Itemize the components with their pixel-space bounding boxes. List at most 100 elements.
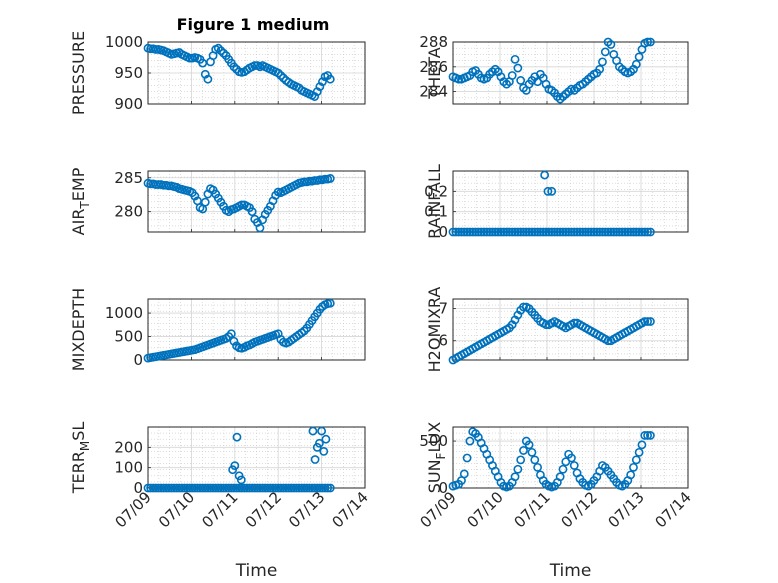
- sunflux-x-axis-label: Time: [549, 561, 592, 581]
- rainfall-data-point: [595, 227, 605, 237]
- rainfall-data-point: [499, 227, 509, 237]
- theta-y-tick-label: 288: [419, 33, 448, 51]
- air-temp-data-point: [255, 223, 265, 233]
- sunflux-axes-box: [452, 426, 689, 489]
- sunflux-panel: 07/09 07/10 07/11 07/12 07/13 07/140500SUNFLU…: [417, 422, 695, 581]
- sunflux-data-point: [510, 472, 520, 482]
- rainfall-y-axis-label: RAINFALL: [425, 164, 444, 239]
- rainfall-data-point: [629, 227, 638, 237]
- rainfall-data-point: [589, 227, 599, 237]
- sunflux-data-point: [527, 447, 537, 457]
- terr-msl-x-tick-label: 07/11: [198, 488, 241, 531]
- h2omixra-data-point: [603, 336, 613, 346]
- theta-data-point: [600, 47, 610, 57]
- sunflux-data-point: [646, 431, 655, 440]
- air-temp-data-point: [190, 191, 200, 201]
- sunflux-y-tick-label: 500: [419, 432, 448, 450]
- pressure-panel: 900 950 1000 PRESSURE: [69, 31, 366, 115]
- pressure-data-point: [325, 74, 335, 84]
- sunflux-data-point: [629, 462, 638, 472]
- terr-msl-x-tick-label: 07/10: [155, 488, 198, 531]
- rainfall-data-point: [457, 227, 466, 237]
- sunflux-y-axis-label: SUNFLUX: [425, 422, 448, 494]
- terr-msl-y-tick-label: 100: [114, 459, 143, 477]
- sunflux-data-point: [569, 461, 579, 470]
- rainfall-data-point: [547, 186, 557, 196]
- terr-msl-y-tick-label: 200: [114, 438, 143, 456]
- pressure-data-point: [213, 43, 223, 53]
- rainfall-data-point: [552, 227, 562, 237]
- terr-msl-data-point: [310, 455, 320, 464]
- theta-data-point: [631, 59, 641, 69]
- rainfall-data-point: [626, 227, 636, 237]
- terr-msl-data-point: [308, 426, 318, 436]
- sunflux-data-point: [558, 464, 568, 474]
- mixdepth-y-tick-label: 0: [133, 351, 143, 369]
- rainfall-data-point: [536, 227, 545, 237]
- pressure-data-point: [276, 71, 286, 80]
- rainfall-data-point: [572, 227, 582, 237]
- rainfall-data-point: [578, 227, 588, 237]
- terr-msl-data-point: [323, 483, 333, 493]
- pressure-data-point: [219, 48, 228, 58]
- rainfall-data-point: [448, 227, 458, 237]
- rainfall-data-point: [612, 227, 621, 237]
- air-temp-data-point: [325, 174, 335, 183]
- sunflux-data-point: [465, 436, 475, 446]
- rainfall-data-point: [471, 227, 480, 237]
- pressure-y-tick-label: 950: [114, 64, 143, 82]
- rainfall-data-point: [502, 227, 511, 237]
- rainfall-data-point: [575, 227, 585, 237]
- rainfall-data-point: [634, 227, 644, 237]
- mixdepth-data-point: [325, 298, 335, 308]
- rainfall-data-point: [540, 170, 550, 180]
- rainfall-data-point: [482, 227, 492, 237]
- sunflux-data-point: [640, 431, 650, 440]
- rainfall-data-point: [598, 227, 607, 237]
- rainfall-data-point: [646, 227, 655, 237]
- theta-y-tick-label: 284: [419, 83, 448, 101]
- air-temp-data-point: [200, 197, 210, 207]
- mixdepth-y-axis-label: MIXDEPTH: [69, 288, 88, 371]
- rainfall-data-point: [586, 227, 596, 237]
- rainfall-data-point: [493, 227, 503, 237]
- figure-title: Figure 1 medium: [177, 15, 330, 34]
- theta-data-point: [606, 40, 616, 49]
- rainfall-data-point: [640, 227, 650, 237]
- theta-data-point: [643, 37, 652, 47]
- rainfall-data-point: [609, 227, 619, 237]
- rainfall-data-point: [631, 227, 641, 237]
- rainfall-data-point: [496, 227, 506, 237]
- terr-msl-x-tick-label: 07/13: [285, 488, 328, 531]
- sunflux-data-point: [462, 453, 472, 463]
- rainfall-data-point: [462, 227, 472, 237]
- sunflux-data-point: [459, 469, 469, 479]
- rainfall-data-point: [507, 227, 517, 237]
- terr-msl-panel: 07/09 07/10 07/11 07/12 07/13 07/140100200TER…: [69, 422, 372, 581]
- rainfall-data-point: [521, 227, 531, 237]
- sunflux-data-point: [637, 440, 647, 450]
- sunflux-data-point: [634, 447, 644, 457]
- pressure-data-point: [273, 68, 283, 78]
- h2omixra-y-tick-label: 6: [438, 332, 448, 350]
- terr-msl-x-tick-label: 07/14: [329, 488, 372, 531]
- rainfall-data-point: [567, 227, 576, 237]
- rainfall-data-point: [541, 227, 551, 237]
- theta-data-point: [634, 52, 644, 62]
- rainfall-data-point: [451, 227, 461, 237]
- sunflux-x-tick-label: 07/10: [464, 488, 507, 531]
- rainfall-data-point: [510, 227, 520, 237]
- terr-msl-data-point: [236, 475, 246, 485]
- h2omixra-axes-box: [452, 298, 689, 361]
- sunflux-x-tick-label: 07/14: [652, 488, 695, 531]
- h2omixra-data-point: [569, 318, 579, 328]
- sunflux-x-tick-label: 07/11: [511, 488, 554, 531]
- sunflux-data-point: [567, 453, 576, 463]
- terr-msl-data-point: [315, 438, 324, 448]
- theta-data-point: [454, 74, 464, 84]
- sunflux-data-point: [530, 455, 540, 465]
